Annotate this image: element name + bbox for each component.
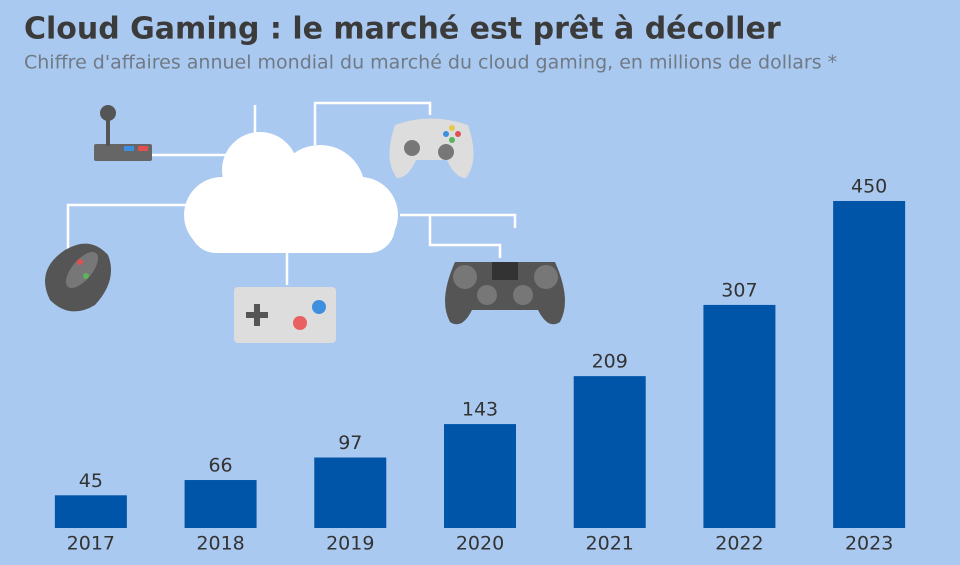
ps-controller: [445, 262, 565, 325]
value-label: 143: [462, 399, 498, 421]
x-tick-label: 2020: [456, 533, 504, 555]
bar: [314, 457, 387, 528]
chart-title: Cloud Gaming : le marché est prêt à déco…: [24, 12, 781, 47]
value-label: 450: [851, 176, 887, 198]
x-tick-label: 2017: [67, 533, 115, 555]
bar: [833, 201, 906, 528]
x-tick-label: 2023: [845, 533, 893, 555]
value-label: 66: [208, 455, 232, 477]
bar: [573, 376, 646, 528]
x-tick-label: 2018: [196, 533, 244, 555]
joystick: [94, 105, 152, 161]
value-label: 45: [79, 470, 103, 492]
value-label: 209: [592, 351, 628, 373]
mouse: [45, 243, 112, 312]
xbox-controller: [389, 118, 474, 178]
bar: [54, 495, 127, 528]
illustration: [45, 101, 565, 343]
bar: [184, 480, 257, 528]
x-tick-label: 2022: [715, 533, 763, 555]
chart-subtitle: Chiffre d'affaires annuel mondial du mar…: [24, 52, 837, 74]
cloud: [184, 132, 398, 253]
value-label: 97: [338, 432, 362, 454]
x-tick-label: 2019: [326, 533, 374, 555]
value-label: 307: [721, 279, 757, 301]
bar: [703, 304, 776, 528]
x-tick-label: 2021: [586, 533, 634, 555]
bar: [444, 424, 516, 528]
gamepad: [234, 287, 336, 343]
wires: [66, 101, 517, 285]
